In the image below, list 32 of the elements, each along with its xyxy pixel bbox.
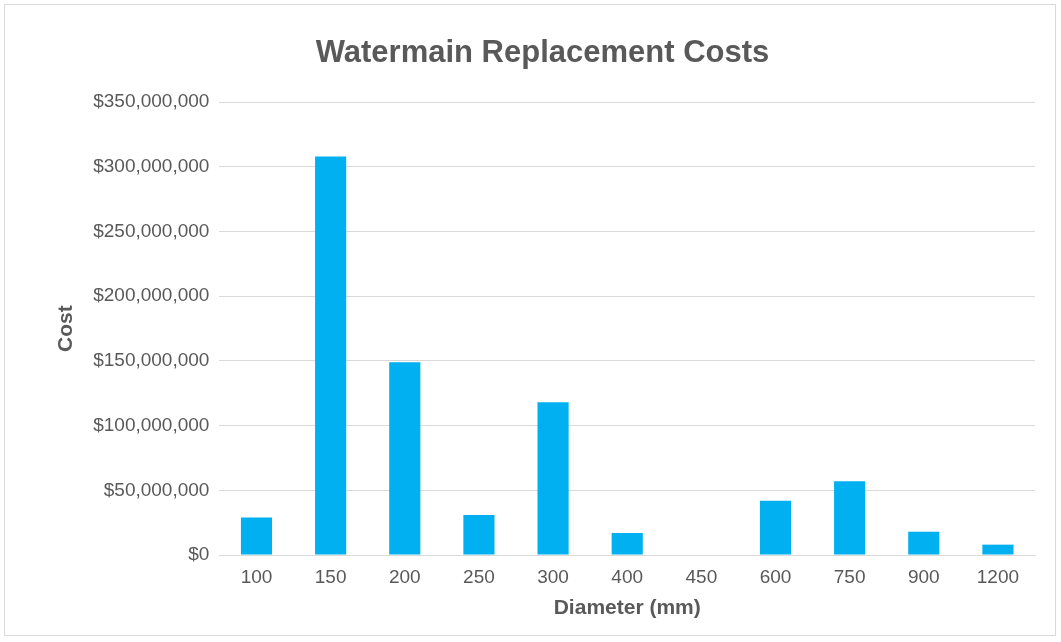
- bar: [834, 481, 866, 555]
- x-tick-label: 100: [240, 565, 273, 587]
- x-tick-label: 750: [833, 565, 866, 587]
- x-tick-label: 600: [759, 565, 792, 587]
- x-tick-label: 900: [907, 565, 940, 587]
- y-tick-label: $150,000,000: [93, 349, 210, 371]
- bar: [908, 531, 940, 555]
- x-tick-label: 400: [611, 565, 644, 587]
- y-tick-label: $0: [188, 543, 210, 565]
- bar: [240, 517, 273, 555]
- bar: [463, 514, 495, 555]
- x-axis-title: Diameter (mm): [553, 595, 701, 619]
- x-tick-label: 1200: [976, 565, 1020, 587]
- y-tick-label: $250,000,000: [93, 219, 210, 241]
- x-tick-label: 250: [463, 565, 495, 587]
- y-tick-label: $50,000,000: [103, 478, 210, 500]
- y-tick-label: $350,000,000: [93, 90, 210, 112]
- chart-title: Watermain Replacement Costs: [315, 34, 770, 70]
- bar: [982, 544, 1014, 555]
- bar: [537, 402, 569, 555]
- y-tick-label: $300,000,000: [93, 155, 210, 177]
- bar: [759, 500, 792, 555]
- x-tick-label: 450: [685, 565, 718, 587]
- x-tick-label: 300: [537, 565, 569, 587]
- bar: [389, 362, 421, 555]
- y-tick-label: $200,000,000: [93, 284, 210, 306]
- bar: [315, 156, 347, 555]
- y-tick-label: $100,000,000: [93, 413, 210, 435]
- x-tick-label: 200: [388, 565, 421, 587]
- x-tick-label: 150: [314, 565, 347, 587]
- bar: [611, 533, 643, 555]
- y-axis-title: Cost: [53, 305, 77, 352]
